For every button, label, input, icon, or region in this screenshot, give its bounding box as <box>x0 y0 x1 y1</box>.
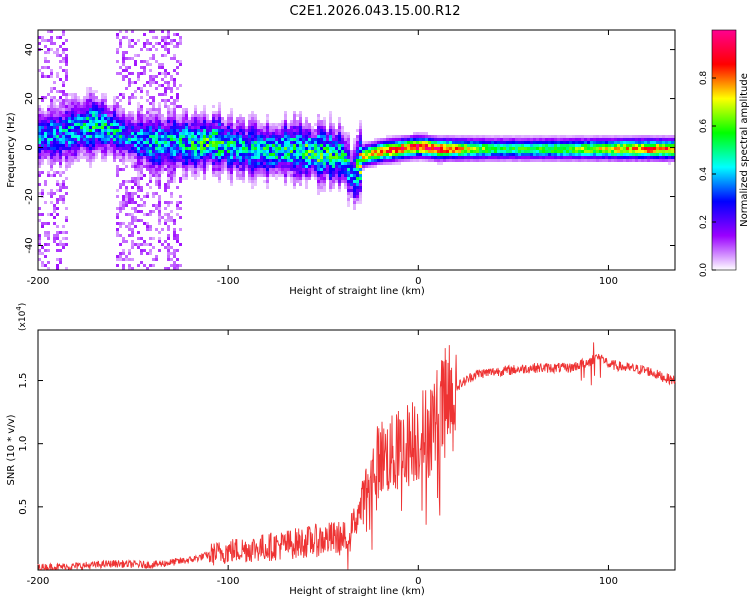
snr-y-multiplier-close: ) <box>18 303 28 307</box>
spectrogram-x-tick-label: -200 <box>27 276 50 287</box>
colorbar-tick-label: 0.4 <box>699 167 709 182</box>
spectrogram-y-tick-label: -20 <box>24 188 35 204</box>
chart-title: C2E1.2026.043.15.00.R12 <box>289 4 460 19</box>
spectrogram-y-tick-label: -40 <box>24 237 35 253</box>
snr-y-multiplier: (x104) <box>15 303 28 331</box>
snr-series-line <box>37 342 676 571</box>
colorbar-tick-label: 0.6 <box>699 119 709 134</box>
snr-y-multiplier-base: (x10 <box>18 310 28 331</box>
spectrogram-heatmap <box>38 30 675 270</box>
colorbar-tick-label: 0.8 <box>699 71 709 86</box>
colorbar-tick-label: 0.2 <box>699 215 709 229</box>
snr-x-label: Height of straight line (km) <box>289 586 425 597</box>
spectrogram-x-tick-label: -100 <box>217 276 240 287</box>
spectrogram-frame <box>37 29 676 271</box>
snr-x-tick-label: -100 <box>217 576 240 587</box>
colorbar-tick-label: 0.0 <box>699 263 709 278</box>
spectrogram-y-tick-label: 20 <box>24 92 35 105</box>
snr-y-tick-label: 0.5 <box>18 499 29 515</box>
spectrogram-y-tick-label: 0 <box>24 144 35 150</box>
snr-axes: -200 -100 0 100 0.5 1.0 1.5 <box>18 330 675 587</box>
spectrogram-x-label: Height of straight line (km) <box>289 286 425 297</box>
spectrogram-y-label: Frequency (Hz) <box>6 112 17 188</box>
snr-frame <box>37 329 676 571</box>
colorbar: 0.0 0.2 0.4 0.6 0.8 Normalized spectral ampl… <box>699 29 750 278</box>
snr-y-label: SNR (10 * v/v) <box>6 414 17 485</box>
snr-x-tick-label: -200 <box>27 576 50 587</box>
spectrogram-x-tick-label: 100 <box>599 276 618 287</box>
snr-x-tick-label: 0 <box>415 576 421 587</box>
spectrogram-y-tick-label: 40 <box>24 43 35 56</box>
colorbar-label: Normalized spectral amplitude <box>739 73 750 227</box>
colorbar-gradient <box>711 29 737 271</box>
snr-y-tick-label: 1.0 <box>18 436 29 452</box>
snr-panel: -200 -100 0 100 0.5 1.0 1.5 (x104) Height of s… <box>6 303 676 597</box>
colorbar-ticks: 0.0 0.2 0.4 0.6 0.8 <box>699 71 716 278</box>
snr-y-tick-label: 1.5 <box>18 373 29 389</box>
spectrogram-x-tick-label: 0 <box>415 276 421 287</box>
snr-x-tick-label: 100 <box>599 576 618 587</box>
snr-y-multiplier-exp: 4 <box>15 306 23 311</box>
